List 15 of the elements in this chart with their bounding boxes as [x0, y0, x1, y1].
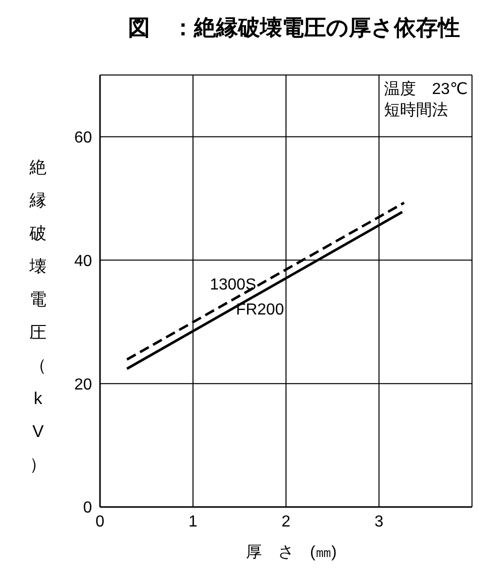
series-label: 1300S — [210, 276, 256, 294]
x-tick-label: 1 — [188, 513, 198, 530]
y-tick-label: 40 — [74, 252, 92, 270]
x-tick-label: 3 — [374, 513, 384, 530]
annotation: 温度 23℃ — [384, 80, 468, 100]
y-tick-label: 20 — [74, 376, 92, 394]
chart-title: 図 ：絶縁破壊電圧の厚さ依存性 — [127, 14, 461, 42]
x-tick-label: 2 — [282, 513, 291, 530]
annotation: 短時間法 — [384, 100, 449, 121]
series-label: FR200 — [236, 301, 284, 318]
y-tick-label: 60 — [74, 129, 92, 146]
x-axis-title: 厚 さ (㎜) — [245, 543, 338, 563]
y-tick-label: 0 — [83, 500, 92, 517]
text: 絶縁破壊電圧（kV） — [30, 158, 46, 474]
x-tick-label: 0 — [96, 513, 105, 530]
